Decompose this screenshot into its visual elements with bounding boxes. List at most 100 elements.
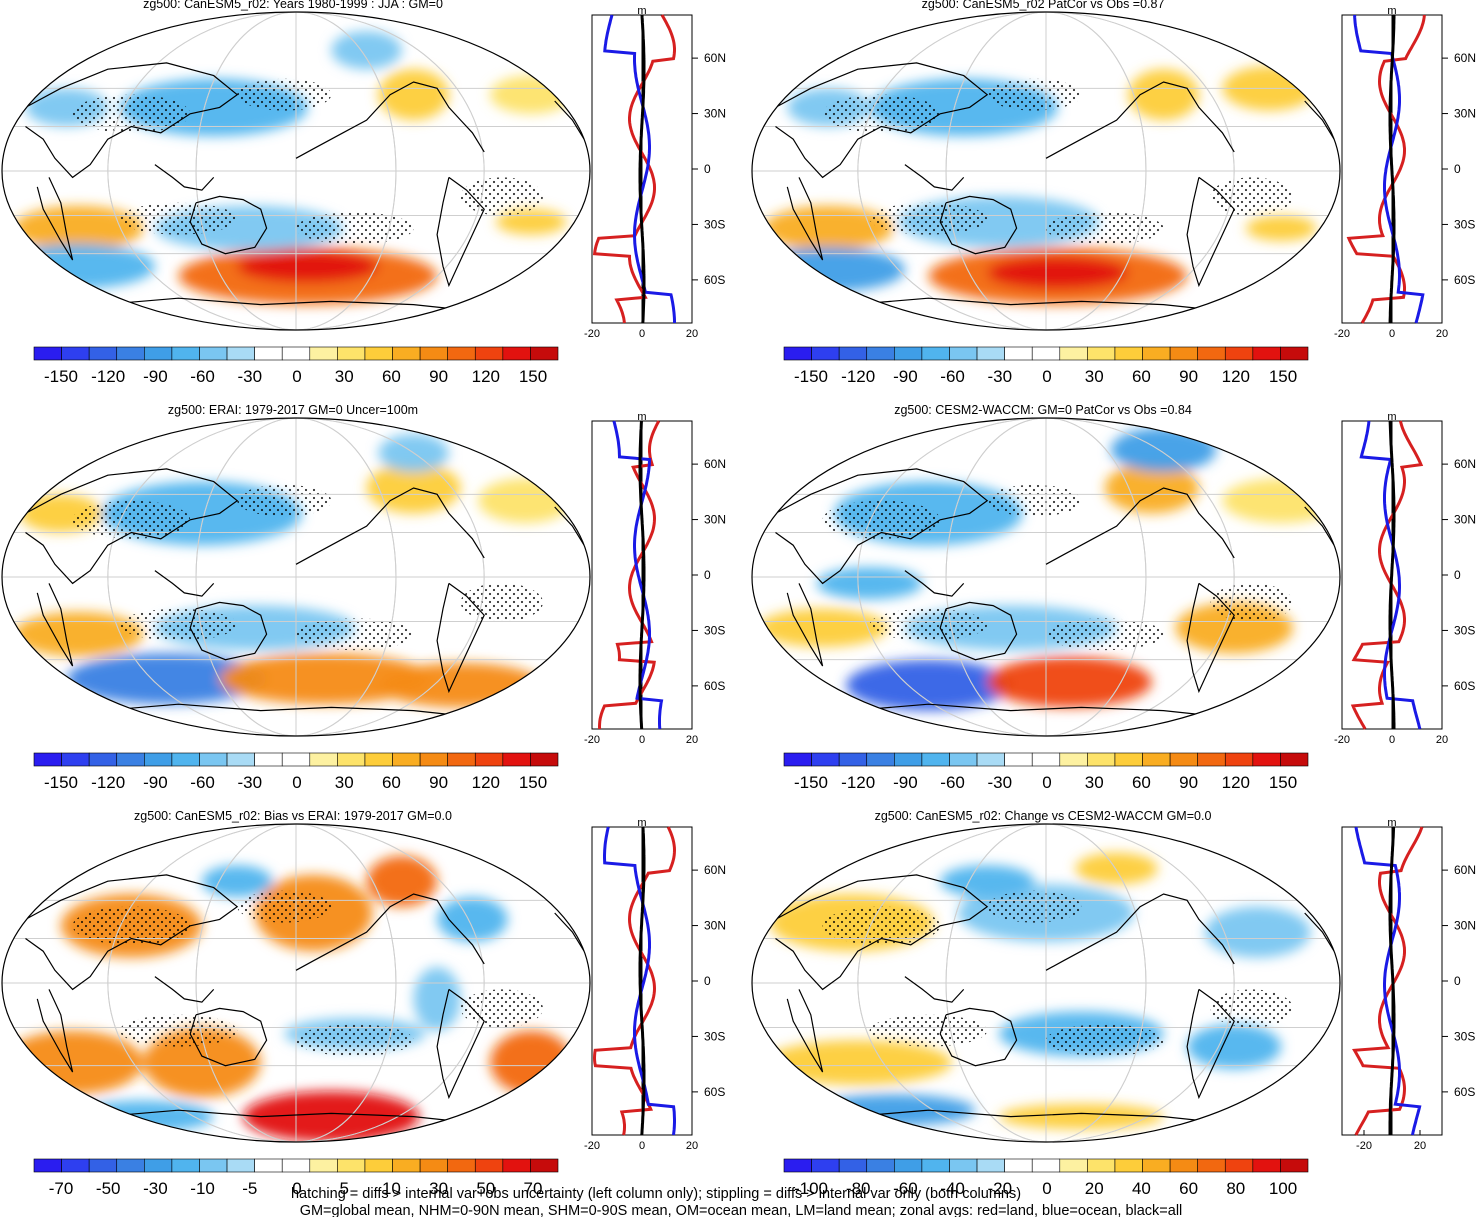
colorbar-swatch	[894, 346, 923, 361]
coastline	[1304, 506, 1335, 546]
coastline	[189, 1007, 268, 1067]
colorbar-label: 90	[1179, 773, 1198, 792]
zonal-profile-1: m 60N 30N 0 30S 60S -20 0 20	[584, 5, 726, 340]
colorbar-swatch	[364, 1158, 393, 1173]
colorbar-label: 0	[1042, 773, 1051, 792]
colorbar-label: -150	[794, 367, 828, 386]
colorbar-label: -50	[96, 1179, 121, 1198]
profile-lat-label: 30N	[704, 919, 726, 933]
profile-lat-label: 30S	[1454, 217, 1475, 231]
profile-unit: m	[1387, 817, 1396, 829]
stippling	[237, 78, 332, 111]
colorbar-swatch	[392, 346, 421, 361]
anomaly-blob	[237, 250, 379, 283]
colorbar-swatch	[61, 752, 90, 767]
graticule-line	[857, 418, 1235, 736]
colorbar-swatch	[1114, 346, 1143, 361]
anomaly-blob	[66, 653, 267, 705]
coastline	[189, 195, 268, 255]
colorbar-label: 0	[292, 367, 301, 386]
colorbar-swatch	[949, 346, 978, 361]
colorbar-label: -30	[988, 773, 1013, 792]
ocean-curve	[603, 14, 676, 323]
colorbar-swatch	[811, 752, 840, 767]
colorbar-swatch	[502, 1158, 531, 1173]
colorbar-label: -40	[940, 1179, 965, 1198]
colorbar-label: -60	[940, 773, 965, 792]
stippling	[237, 484, 332, 517]
coastline	[36, 989, 74, 1073]
all-curve	[1388, 15, 1396, 323]
coastline	[189, 601, 268, 661]
colorbar-swatch	[1252, 752, 1281, 767]
map-panel-1: zg500: CanESM5_r02: Years 1980-1999 : JJ…	[1, 0, 591, 331]
colorbar-label: 30	[335, 773, 354, 792]
colorbar-swatch	[88, 346, 118, 361]
colorbar-swatch	[144, 752, 173, 767]
graticule	[2, 418, 590, 736]
anomaly-blob	[72, 1100, 214, 1133]
colorbar-swatch	[171, 1158, 200, 1173]
colorbar-swatch	[1169, 752, 1198, 767]
colorbar-swatch	[866, 346, 895, 361]
colorbar-swatch	[226, 1158, 255, 1173]
colorbar-label: -5	[242, 1179, 257, 1198]
profile-lat-label: 30N	[704, 107, 726, 121]
anomaly-blob	[478, 478, 573, 523]
colorbar-label: -60	[940, 367, 965, 386]
colorbar-label: -80	[846, 1179, 871, 1198]
colorbar-swatch	[392, 752, 421, 767]
all-curve	[1388, 826, 1396, 1135]
coastlines	[25, 468, 585, 718]
profile-x-label: -20	[584, 734, 600, 746]
anomaly-blob	[816, 567, 923, 600]
colorbar-swatch	[1087, 346, 1116, 361]
profile-x-label: -20	[1334, 328, 1350, 340]
panel-title: zg500: CanESM5_r02 PatCor vs Obs =0.87	[922, 0, 1165, 11]
anomaly-blob	[940, 865, 1035, 898]
colorbar-swatch	[392, 1158, 421, 1173]
colorbar-label: 100	[1269, 1179, 1297, 1198]
coastline	[295, 893, 485, 971]
graticule-line	[195, 824, 397, 1142]
colorbar-swatch	[309, 752, 338, 767]
profile-lat-label: 30S	[704, 623, 725, 637]
anomaly-blob	[763, 205, 894, 251]
profile-lat-label: 30S	[704, 1029, 725, 1043]
anomaly-blob	[757, 608, 888, 647]
stippling	[822, 94, 941, 133]
anomaly-blob	[2, 1030, 144, 1095]
colorbar-label: -30	[988, 367, 1013, 386]
all-curve	[638, 420, 646, 730]
colorbar-swatch	[1142, 1158, 1171, 1173]
colorbar-label: -90	[893, 773, 918, 792]
colorbar-swatch	[1280, 752, 1309, 767]
stippling	[869, 608, 988, 641]
coastline	[904, 570, 965, 597]
colorbar-swatch	[1197, 1158, 1226, 1173]
colorbar-label: -100	[794, 1179, 828, 1198]
colorbar-swatch	[949, 1158, 978, 1173]
profile-x-label: 0	[1389, 328, 1395, 340]
coastline	[25, 874, 239, 991]
colorbar-swatch	[1169, 346, 1198, 361]
colorbar-swatch	[1087, 752, 1116, 767]
colorbar-swatch	[838, 346, 868, 361]
profile-x-label: 0	[639, 734, 645, 746]
profile-x-label: 20	[686, 734, 698, 746]
stippling	[119, 608, 238, 641]
colorbar-label: -90	[143, 773, 168, 792]
colorbar-swatch	[894, 752, 923, 767]
map-border	[1, 823, 591, 1143]
colorbar-5: -70 -50 -30 -10 -5 0 5 10 30 50 70	[33, 1158, 559, 1198]
map-panel-5: zg500: CanESM5_r02: Bias vs ERAI: 1979-2…	[1, 809, 591, 1143]
coastline	[851, 1109, 1223, 1124]
colorbar-swatch	[116, 1158, 145, 1173]
profile-lat-label: 60S	[1454, 273, 1475, 287]
colorbar-label: -150	[44, 367, 78, 386]
colorbar-swatch	[171, 752, 200, 767]
colorbar-label: 30	[1085, 367, 1104, 386]
colorbar-label: -20	[988, 1179, 1013, 1198]
coastline	[904, 164, 965, 191]
colorbar-swatch	[1004, 752, 1033, 767]
